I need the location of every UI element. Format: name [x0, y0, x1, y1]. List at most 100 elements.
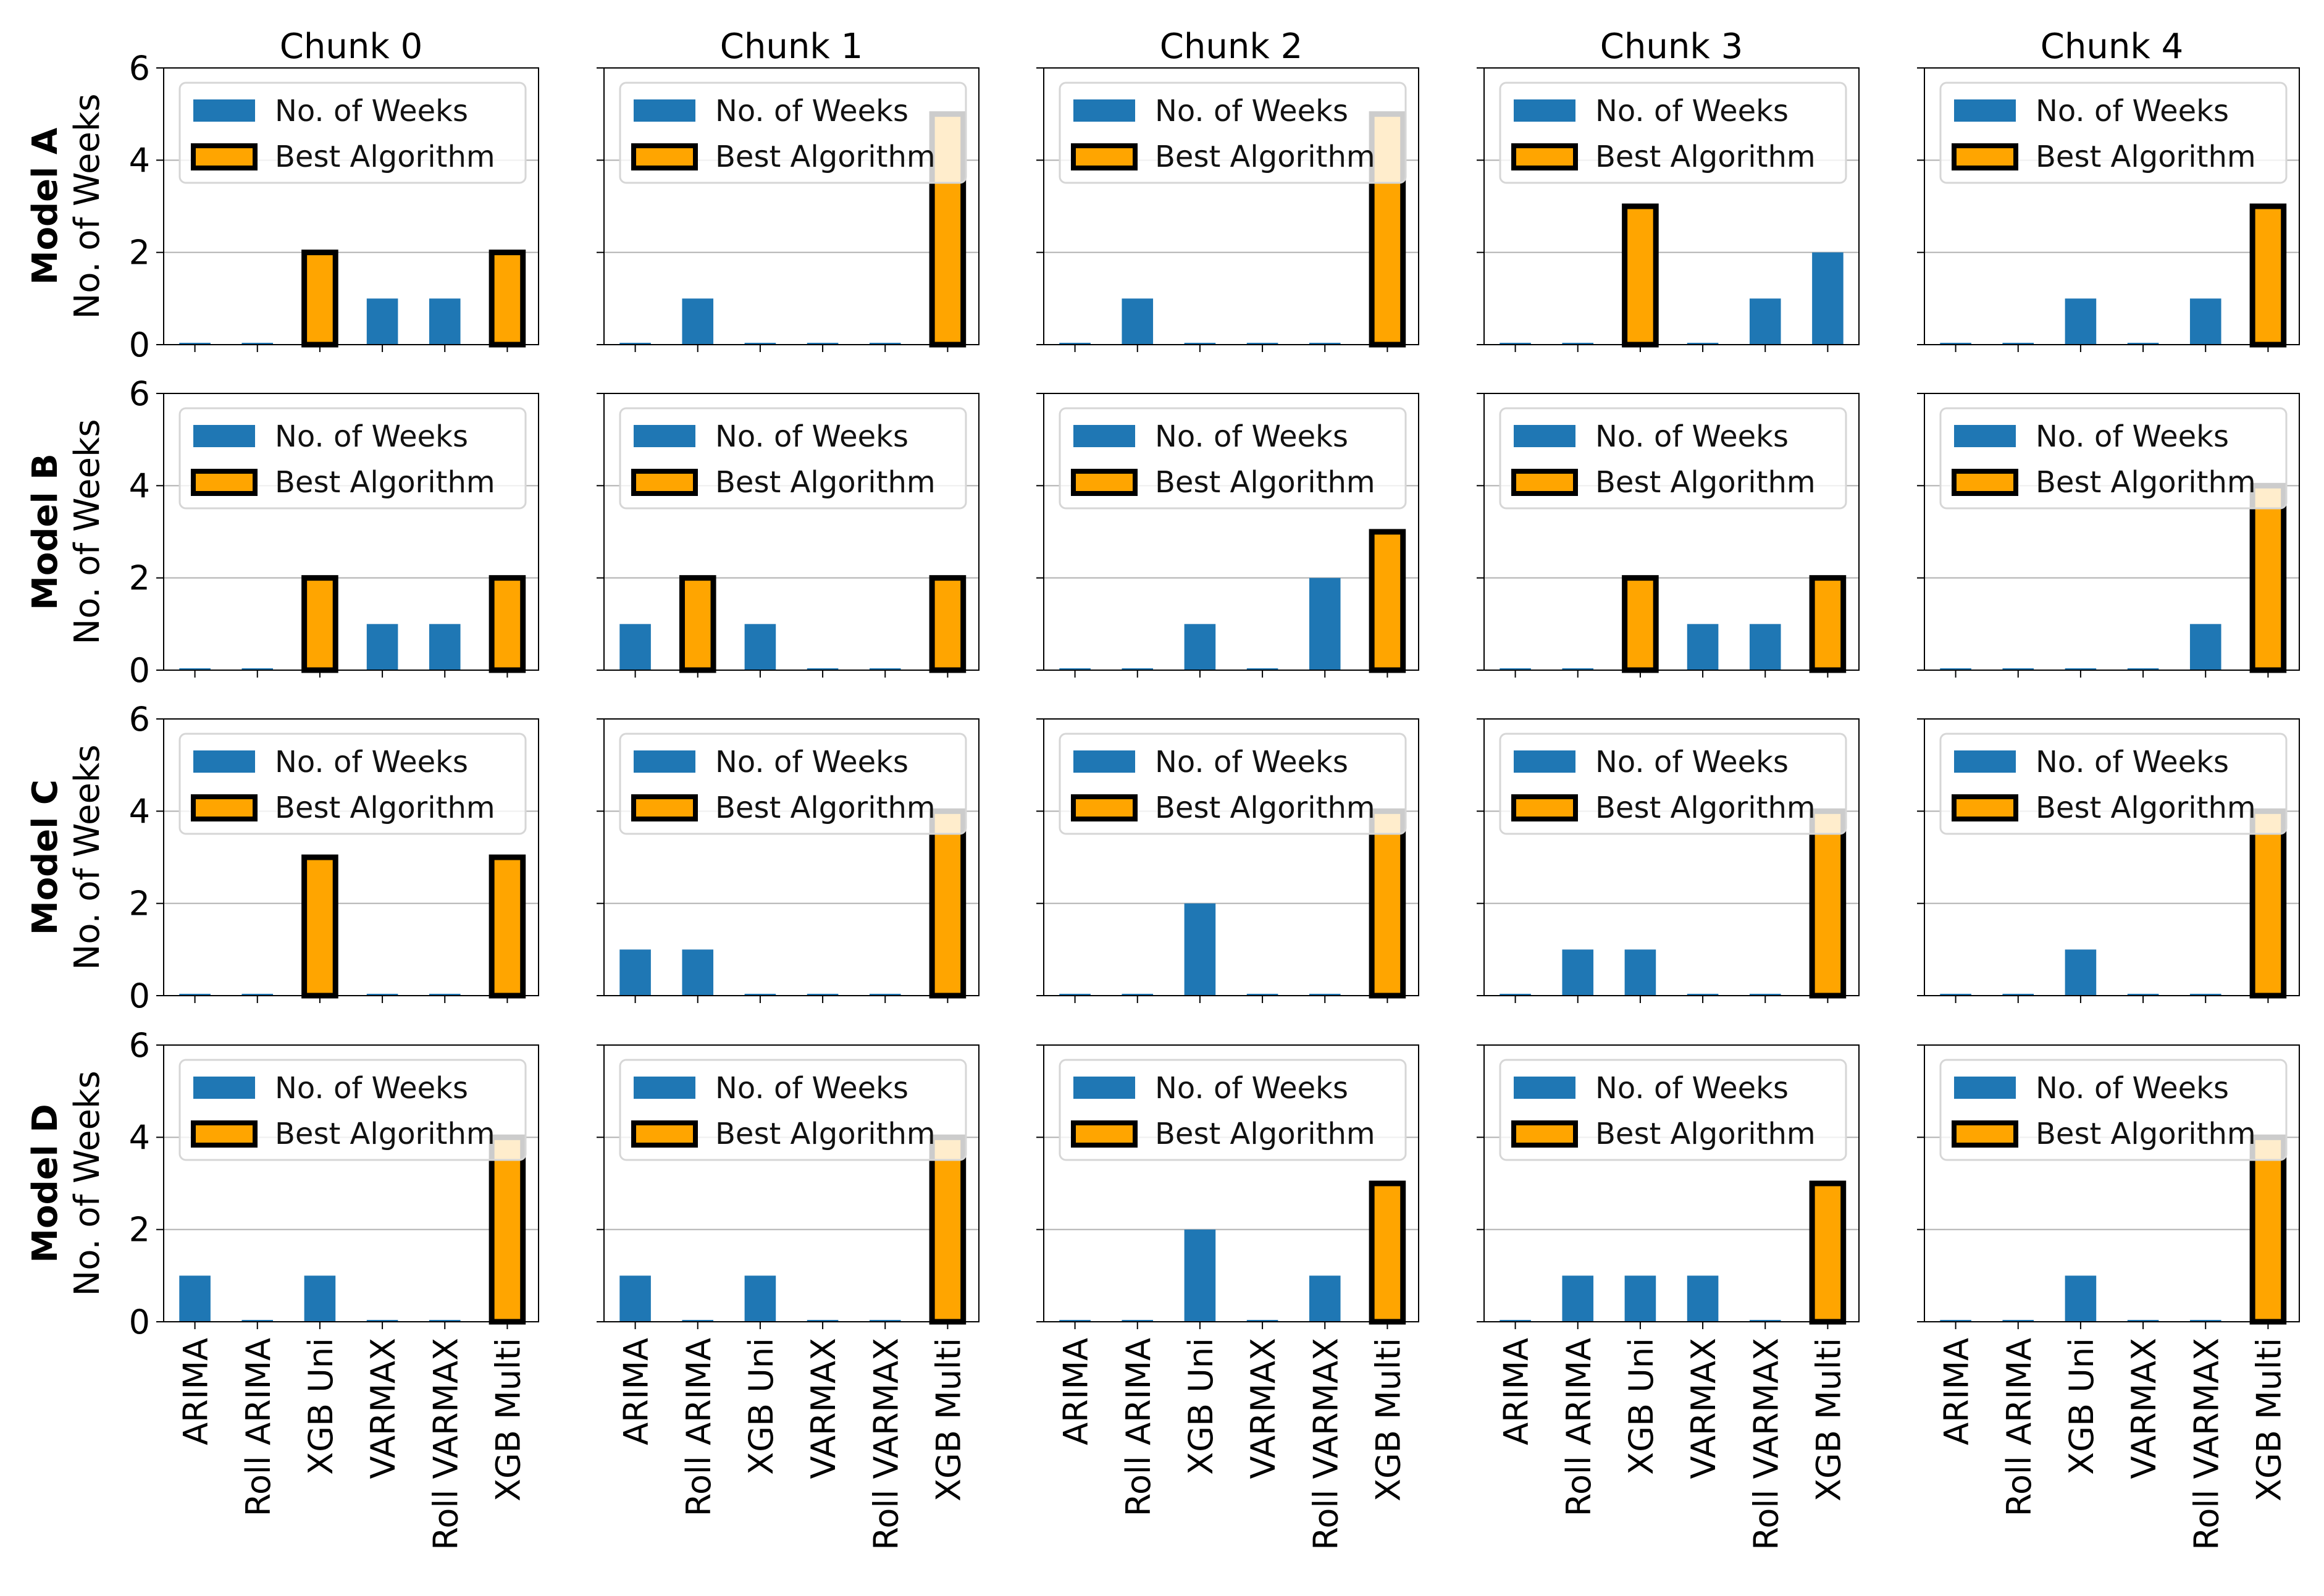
legend-label-weeks: No. of Weeks: [715, 1071, 908, 1106]
bar-weeks-arima: [1940, 1320, 1971, 1322]
bar-weeks-roll-arima: [682, 298, 714, 345]
bar-best-xgb-uni: [301, 575, 338, 673]
legend-label-best: Best Algorithm: [2036, 465, 2256, 500]
legend-frame: [178, 407, 527, 510]
legend-frame: [619, 82, 967, 184]
panel-model-d-chunk-2: No. of Weeks Best Algorithm ARIMA Roll ARIM…: [1036, 1044, 1419, 1550]
bar-weeks-roll-arima: [2002, 668, 2034, 670]
x-tick-label: Roll VARMAX: [1306, 1338, 1345, 1550]
legend-swatch-best: [1071, 794, 1138, 821]
legend-label-weeks: No. of Weeks: [715, 745, 908, 779]
bar-weeks-varmax: [1687, 1275, 1719, 1322]
legend-swatch-best: [1511, 469, 1578, 496]
panel-model-c-chunk-4: No. of Weeks Best Algorithm: [1917, 718, 2300, 1003]
column-title: Chunk 2: [1160, 27, 1303, 67]
x-tick-label: Roll ARIMA: [1119, 1338, 1158, 1516]
bar-weeks-arima: [1500, 668, 1531, 670]
bar-weeks-varmax: [2127, 1320, 2159, 1322]
x-tick-label: XGB Uni: [301, 1338, 340, 1475]
x-tick-label: ARIMA: [1937, 1338, 1976, 1445]
legend-label-weeks: No. of Weeks: [275, 1071, 468, 1106]
x-tick-label: VARMAX: [364, 1338, 403, 1479]
y-tick-label: 4: [129, 141, 150, 180]
panel-model-d-chunk-3: No. of Weeks Best Algorithm ARIMA Roll ARIM…: [1477, 1044, 1860, 1550]
bar-weeks-roll-varmax: [1309, 1275, 1341, 1322]
bar-weeks-roll-arima: [1122, 298, 1154, 345]
legend-label-weeks: No. of Weeks: [1155, 419, 1348, 454]
bar-weeks-arima: [619, 624, 651, 670]
bar-best-roll-arima: [679, 575, 716, 673]
legend: No. of Weeks Best Algorithm: [1059, 82, 1407, 184]
y-tick-label: 2: [129, 559, 150, 598]
legend: No. of Weeks Best Algorithm: [619, 407, 967, 510]
column-title: Chunk 3: [1600, 27, 1743, 67]
bar-weeks-varmax: [366, 1320, 398, 1322]
legend-swatch-best: [631, 794, 698, 821]
axes-frame: [1043, 718, 1419, 996]
legend: No. of Weeks Best Algorithm: [1059, 1059, 1407, 1161]
legend-swatch-weeks: [1514, 99, 1575, 122]
bar-weeks-arima: [1500, 343, 1531, 345]
x-tick-label: XGB Multi: [1369, 1338, 1407, 1502]
bar-weeks-roll-arima: [2002, 343, 2034, 345]
legend-frame: [1939, 407, 2288, 510]
bar-weeks-varmax: [366, 298, 398, 345]
panel-model-b-chunk-1: No. of Weeks Best Algorithm: [597, 393, 980, 678]
legend-swatch-best: [191, 469, 258, 496]
bar-best-xgb-multi: [489, 250, 526, 348]
legend-frame: [619, 1059, 967, 1161]
legend-frame: [1499, 733, 1847, 835]
legend-swatch-best: [191, 1120, 258, 1148]
legend-frame: [178, 1059, 527, 1161]
bar-weeks-roll-arima: [682, 1320, 714, 1322]
bar-weeks-xgb-multi: [1812, 252, 1844, 345]
bar-weeks-roll-varmax: [2189, 298, 2221, 345]
bar-weeks-arima: [1059, 1320, 1091, 1322]
bar-weeks-varmax: [366, 624, 398, 670]
bar-weeks-varmax: [2127, 994, 2159, 996]
legend-label-weeks: No. of Weeks: [1595, 1071, 1789, 1106]
axes-frame: [163, 67, 539, 345]
legend-label-weeks: No. of Weeks: [1155, 745, 1348, 779]
y-tick-label: 6: [129, 1026, 150, 1065]
x-tick-label: VARMAX: [804, 1338, 843, 1479]
column-title: Chunk 0: [280, 27, 422, 67]
legend-label-weeks: No. of Weeks: [275, 419, 468, 454]
x-tick-label: ARIMA: [1497, 1338, 1536, 1445]
x-tick-label: Roll VARMAX: [426, 1338, 465, 1550]
legend: No. of Weeks Best Algorithm: [619, 82, 967, 184]
bar-weeks-xgb-uni: [744, 343, 776, 345]
legend-label-best: Best Algorithm: [275, 465, 495, 500]
legend-label-weeks: No. of Weeks: [275, 745, 468, 779]
bar-best-xgb-multi: [929, 575, 967, 673]
legend-swatch-best: [1952, 143, 2018, 170]
legend-swatch-weeks: [193, 99, 255, 122]
bar-weeks-xgb-uni: [2065, 1275, 2097, 1322]
legend-frame: [1499, 407, 1847, 510]
bar-best-xgb-uni: [301, 854, 338, 999]
x-tick-label: XGB Multi: [929, 1338, 968, 1502]
axes-frame: [1924, 718, 2300, 996]
bar-best-xgb-multi: [1369, 1180, 1406, 1325]
axes-frame: [1483, 718, 1860, 996]
panel-model-a-chunk-4: No. of Weeks Best Algorithm Chunk 4: [1917, 27, 2300, 352]
bar-weeks-arima: [619, 1275, 651, 1322]
axes-frame: [1924, 1044, 2300, 1322]
x-tick-label: Roll VARMAX: [2187, 1338, 2226, 1550]
legend-frame: [1059, 407, 1407, 510]
bar-best-xgb-multi: [2249, 808, 2287, 999]
legend-label-best: Best Algorithm: [715, 791, 936, 825]
x-tick-label: XGB Multi: [1809, 1338, 1848, 1502]
legend-label-best: Best Algorithm: [1595, 465, 1816, 500]
y-tick-label: 4: [129, 792, 150, 831]
bar-best-xgb-multi: [489, 575, 526, 673]
panel-model-b-chunk-4: No. of Weeks Best Algorithm: [1917, 393, 2300, 678]
y-axis-label: No. of Weeks: [67, 93, 107, 319]
legend-swatch-best: [631, 143, 698, 170]
panel-model-c-chunk-2: No. of Weeks Best Algorithm: [1036, 718, 1419, 1003]
axes-frame: [1924, 67, 2300, 345]
y-tick-label: 0: [129, 326, 150, 364]
bar-weeks-varmax: [366, 994, 398, 996]
panel-model-d-chunk-1: No. of Weeks Best Algorithm ARIMA Roll ARIM…: [597, 1044, 980, 1550]
x-tick-label: VARMAX: [1244, 1338, 1283, 1479]
